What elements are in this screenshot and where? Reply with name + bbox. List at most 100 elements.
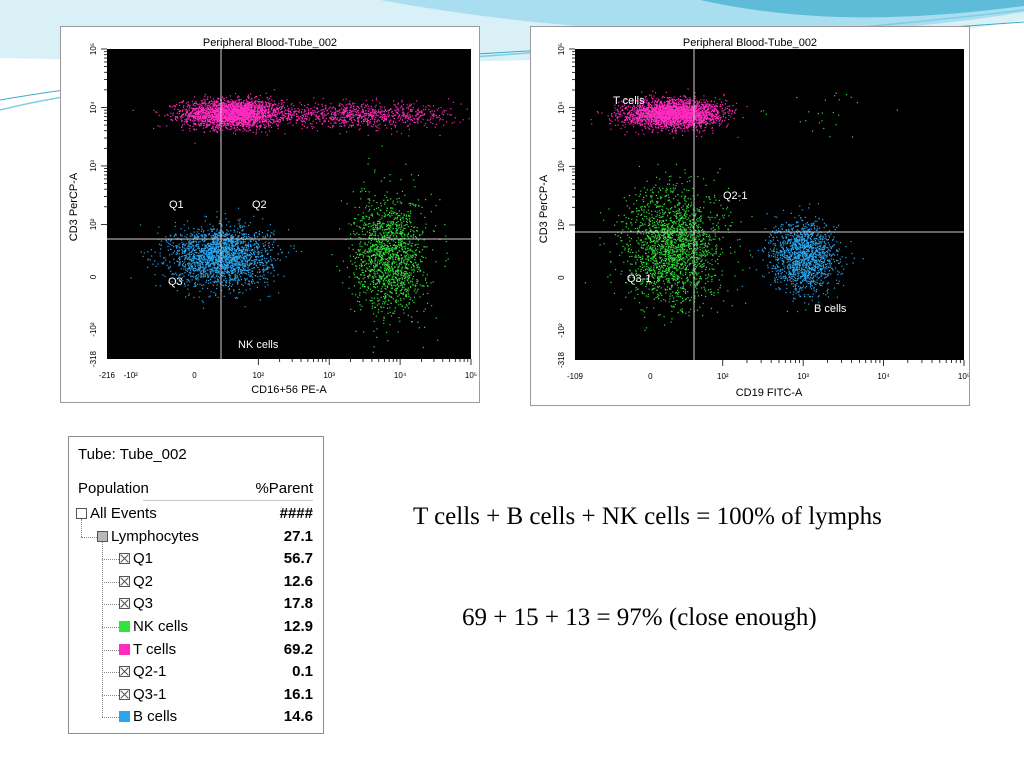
- event-dot: [257, 111, 259, 114]
- event-dot: [191, 279, 193, 281]
- event-dot: [395, 111, 398, 113]
- event-dot: [251, 118, 253, 120]
- event-dot: [279, 106, 281, 108]
- event-dot: [344, 109, 346, 111]
- event-dot: [372, 109, 374, 111]
- event-dot: [206, 116, 208, 118]
- event-dot: [231, 125, 233, 127]
- event-dot: [230, 249, 233, 251]
- event-dot: [251, 102, 253, 104]
- event-dot: [226, 255, 228, 257]
- event-dot: [233, 119, 235, 121]
- event-dot: [193, 241, 195, 243]
- event-dot: [212, 98, 215, 100]
- event-dot: [212, 245, 214, 247]
- event-dot: [362, 109, 364, 111]
- event-dot: [169, 106, 171, 108]
- event-dot: [205, 234, 207, 236]
- event-dot: [432, 123, 434, 125]
- event-dot: [246, 115, 248, 117]
- event-dot: [246, 273, 248, 275]
- event-dot: [244, 113, 246, 115]
- event-dot: [223, 273, 226, 275]
- event-dot: [358, 116, 361, 118]
- event-dot: [355, 112, 357, 114]
- event-dot: [354, 109, 356, 111]
- event-dot: [356, 110, 358, 112]
- event-dot: [229, 115, 231, 117]
- event-dot: [229, 101, 231, 103]
- event-dot: [242, 109, 244, 111]
- event-dot: [250, 114, 252, 117]
- event-dot: [215, 106, 217, 108]
- event-dot: [208, 120, 211, 122]
- event-dot: [215, 119, 217, 121]
- event-dot: [256, 108, 258, 110]
- event-dot: [244, 129, 246, 131]
- event-dot: [258, 246, 260, 248]
- event-dot: [244, 128, 246, 130]
- event-dot: [191, 116, 193, 118]
- event-dot: [182, 273, 184, 275]
- event-dot: [229, 114, 231, 116]
- event-dot: [235, 124, 237, 126]
- event-dot: [262, 271, 264, 273]
- event-dot: [230, 108, 232, 110]
- event-dot: [263, 123, 265, 126]
- event-dot: [253, 125, 255, 127]
- event-dot: [273, 109, 275, 111]
- event-dot: [194, 129, 196, 131]
- event-dot: [263, 120, 266, 123]
- event-dot: [262, 120, 264, 122]
- event-dot: [397, 117, 399, 119]
- event-dot: [206, 119, 209, 121]
- event-dot: [270, 109, 273, 111]
- event-dot: [251, 282, 253, 284]
- event-dot: [447, 113, 449, 115]
- event-dot: [205, 124, 207, 126]
- event-dot: [343, 119, 345, 121]
- event-dot: [334, 121, 336, 123]
- event-dot: [216, 233, 218, 236]
- event-dot: [217, 270, 219, 272]
- event-dot: [209, 119, 211, 121]
- event-dot: [245, 121, 247, 124]
- event-dot: [294, 108, 296, 110]
- event-dot: [233, 124, 235, 126]
- event-dot: [267, 271, 269, 273]
- event-dot: [242, 229, 244, 231]
- event-dot: [221, 240, 223, 242]
- event-dot: [229, 95, 231, 97]
- event-dot: [261, 102, 263, 104]
- event-dot: [222, 123, 224, 125]
- event-dot: [356, 117, 358, 119]
- event-dot: [193, 237, 195, 239]
- event-dot: [277, 108, 279, 110]
- event-dot: [193, 258, 195, 260]
- event-dot: [333, 116, 335, 118]
- event-dot: [350, 106, 352, 108]
- event-dot: [240, 119, 242, 121]
- event-dot: [239, 265, 241, 267]
- event-dot: [208, 118, 210, 121]
- event-dot: [246, 248, 248, 250]
- event-dot: [317, 103, 319, 105]
- event-dot: [229, 117, 231, 120]
- event-dot: [398, 115, 400, 118]
- event-dot: [249, 104, 251, 106]
- event-dot: [181, 248, 183, 251]
- event-dot: [201, 108, 203, 110]
- event-dot: [282, 105, 284, 107]
- event-dot: [265, 108, 267, 111]
- event-dot: [209, 249, 211, 251]
- event-dot: [208, 124, 210, 126]
- event-dot: [166, 114, 168, 116]
- scatter-points: [130, 89, 470, 353]
- event-dot: [381, 116, 383, 118]
- event-dot: [192, 108, 194, 110]
- event-dot: [210, 256, 212, 258]
- event-dot: [277, 112, 279, 115]
- event-dot: [277, 104, 279, 107]
- event-dot: [172, 242, 174, 244]
- event-dot: [248, 108, 250, 110]
